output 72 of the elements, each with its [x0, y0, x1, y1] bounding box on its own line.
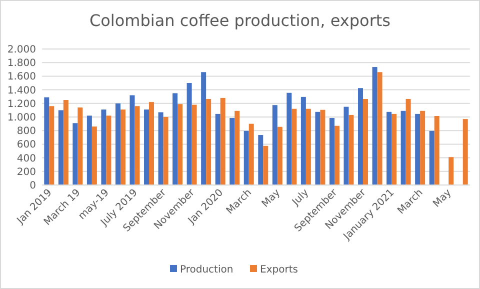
bar: [415, 114, 420, 185]
bar: [106, 116, 112, 185]
bar: [406, 98, 411, 185]
bar: [192, 104, 197, 185]
bar: [386, 112, 392, 185]
bar: [49, 106, 54, 185]
bar: [120, 110, 126, 185]
bar: [277, 126, 282, 185]
bar: [334, 126, 340, 185]
y-tick-label: 200: [16, 166, 36, 178]
bar: [201, 72, 206, 185]
bar: [258, 135, 264, 185]
bar: [434, 116, 440, 185]
legend-label: Exports: [260, 264, 298, 276]
bar: [292, 108, 297, 185]
bar: [400, 110, 406, 185]
bar: [230, 118, 235, 185]
bar: [215, 114, 220, 185]
y-tick-label: 2.000: [7, 44, 36, 56]
bar: [244, 130, 249, 185]
y-tick-label: 0: [30, 180, 36, 192]
bar: [392, 114, 397, 185]
bar: [144, 110, 149, 185]
bar: [363, 98, 368, 185]
bar: [172, 93, 178, 185]
bar: [149, 102, 154, 185]
bar: [248, 124, 254, 185]
bar: [115, 103, 120, 185]
bar: [320, 110, 326, 185]
bar: [163, 117, 168, 185]
bar: [372, 67, 378, 185]
bar: [358, 88, 363, 185]
bar: [130, 95, 135, 185]
bar: [86, 116, 92, 185]
bar: [134, 106, 140, 185]
legend-label: Production: [180, 264, 234, 276]
bar: [315, 112, 320, 185]
y-tick-label: 1.200: [7, 98, 36, 110]
bar: [220, 98, 226, 185]
bar: [348, 114, 354, 185]
bar: [72, 123, 78, 185]
bar: [420, 110, 426, 185]
bar: [448, 157, 454, 185]
bar: [263, 146, 268, 185]
bar: [234, 110, 240, 185]
bar: [63, 100, 68, 185]
bar: [206, 98, 212, 185]
y-tick-label: 400: [16, 153, 36, 164]
y-tick-label: 1.000: [7, 112, 36, 124]
bar: [178, 104, 183, 185]
bar: [344, 106, 349, 185]
y-tick-label: 1.600: [7, 72, 36, 83]
bar: [306, 108, 311, 185]
bar: [286, 92, 292, 185]
y-tick-label: 800: [16, 126, 36, 138]
bar: [92, 126, 97, 185]
bar: [377, 72, 382, 185]
y-tick-label: 600: [16, 140, 36, 151]
bar: [429, 130, 434, 185]
bar: [272, 105, 278, 185]
bar: [44, 97, 50, 185]
bar: [78, 107, 83, 185]
bar: [300, 96, 306, 185]
chart-title: Colombian coffee production, exports: [89, 11, 391, 30]
bar: [158, 112, 164, 185]
bar: [58, 110, 64, 185]
y-tick-label: 1.400: [7, 85, 36, 96]
bar: [101, 110, 106, 185]
y-tick-label: 1.800: [7, 58, 36, 70]
bar: [329, 118, 334, 185]
bar: [462, 119, 468, 185]
bar: [186, 83, 192, 185]
